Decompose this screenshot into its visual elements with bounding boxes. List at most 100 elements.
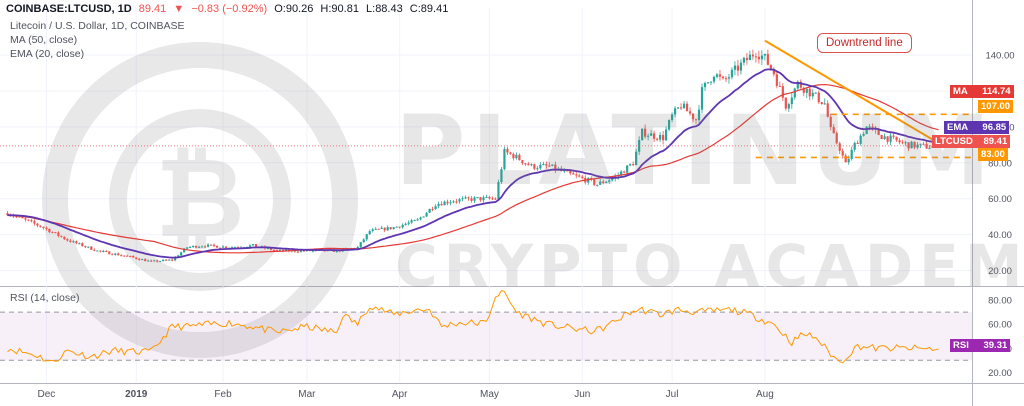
candle-body xyxy=(506,148,509,153)
candle-body xyxy=(647,135,650,137)
candle-body xyxy=(608,180,611,182)
candle-body xyxy=(51,232,54,234)
candle-body xyxy=(144,259,147,262)
candle xyxy=(772,67,775,77)
candle xyxy=(72,240,75,243)
support-tag-value: 83.00 xyxy=(981,149,1005,160)
candle xyxy=(479,197,482,202)
candle xyxy=(419,216,422,221)
candle-body xyxy=(880,135,883,140)
candle xyxy=(78,242,81,245)
candle-body xyxy=(718,74,722,77)
candle-body xyxy=(724,78,728,80)
watermark-line1: PLATINUM xyxy=(395,95,997,207)
candle xyxy=(377,228,380,230)
candle xyxy=(620,170,623,178)
candle xyxy=(712,75,716,84)
candle xyxy=(835,131,838,145)
candle-body xyxy=(197,246,201,248)
candle-body xyxy=(811,92,814,97)
candle xyxy=(916,142,919,150)
candle xyxy=(653,130,656,142)
candle xyxy=(679,103,683,110)
candle-body xyxy=(656,138,659,140)
candle xyxy=(632,161,635,167)
ohlc-open: O:90.26 xyxy=(274,3,314,15)
candle-body xyxy=(790,97,793,105)
downtrend-annotation[interactable]: Downtrend line xyxy=(817,33,912,53)
candle-body xyxy=(362,239,365,243)
candle xyxy=(57,231,60,238)
rsi-tag-value: 39.31 xyxy=(983,340,1008,351)
candle xyxy=(575,171,578,179)
candle-body xyxy=(766,53,769,65)
candle-body xyxy=(467,197,470,199)
candle xyxy=(829,113,832,131)
time-tick-label: Jul xyxy=(666,389,679,400)
candle xyxy=(757,50,760,64)
candle-body xyxy=(841,150,844,156)
candle-body xyxy=(491,198,494,200)
candle xyxy=(853,141,856,152)
candle-body xyxy=(443,201,446,206)
candle-body xyxy=(596,184,599,186)
candle xyxy=(75,240,78,245)
candle-body xyxy=(72,241,75,243)
candle-body xyxy=(147,260,150,262)
candle xyxy=(691,113,695,123)
candle-body xyxy=(69,240,72,242)
candle xyxy=(189,246,192,249)
candle xyxy=(203,245,207,248)
candle-body xyxy=(440,203,443,206)
candle-body xyxy=(389,227,392,230)
candle-body xyxy=(763,53,766,56)
candle xyxy=(6,210,9,216)
candle-body xyxy=(901,142,904,144)
candle-body xyxy=(36,223,39,226)
candle xyxy=(910,140,913,149)
ma-indicator-label[interactable]: MA (50, close) xyxy=(10,34,78,46)
ema-tag-label: EMA xyxy=(947,122,968,133)
candle xyxy=(111,253,114,256)
candle xyxy=(383,227,386,233)
candle-body xyxy=(913,141,916,148)
candle-body xyxy=(66,239,69,241)
candle xyxy=(515,152,518,160)
candle xyxy=(682,101,686,109)
candle-body xyxy=(832,127,835,134)
candle-body xyxy=(787,104,790,109)
candle xyxy=(539,162,542,171)
symbol-name[interactable]: COINBASE:LTCUSD, 1D xyxy=(6,3,132,15)
candle xyxy=(913,141,916,150)
candle-body xyxy=(135,257,138,259)
rsi-band-fill xyxy=(0,312,972,361)
candle xyxy=(467,196,470,201)
candle-body xyxy=(784,97,787,109)
candle-body xyxy=(437,203,440,207)
ema-indicator-label[interactable]: EMA (20, close) xyxy=(10,48,85,60)
candle xyxy=(126,254,129,257)
candle-body xyxy=(512,153,515,159)
candle xyxy=(518,153,521,161)
candle xyxy=(81,242,84,247)
grid xyxy=(0,8,972,382)
candle xyxy=(374,227,377,230)
candle-body xyxy=(482,197,485,201)
candle xyxy=(521,160,524,165)
candle xyxy=(491,196,494,200)
candle xyxy=(488,195,491,200)
rsi-indicator-label[interactable]: RSI (14, close) xyxy=(10,292,80,304)
candle xyxy=(907,142,910,152)
candle xyxy=(661,131,665,145)
candle-body xyxy=(123,255,126,257)
candle xyxy=(66,238,69,242)
candle xyxy=(763,53,766,61)
candle xyxy=(359,241,362,249)
candle xyxy=(796,80,799,91)
candle xyxy=(191,245,195,249)
candle xyxy=(838,141,841,155)
candle-body xyxy=(548,165,551,167)
candle xyxy=(84,245,87,249)
chart-title: Litecoin / U.S. Dollar, 1D, COINBASE xyxy=(10,20,185,32)
